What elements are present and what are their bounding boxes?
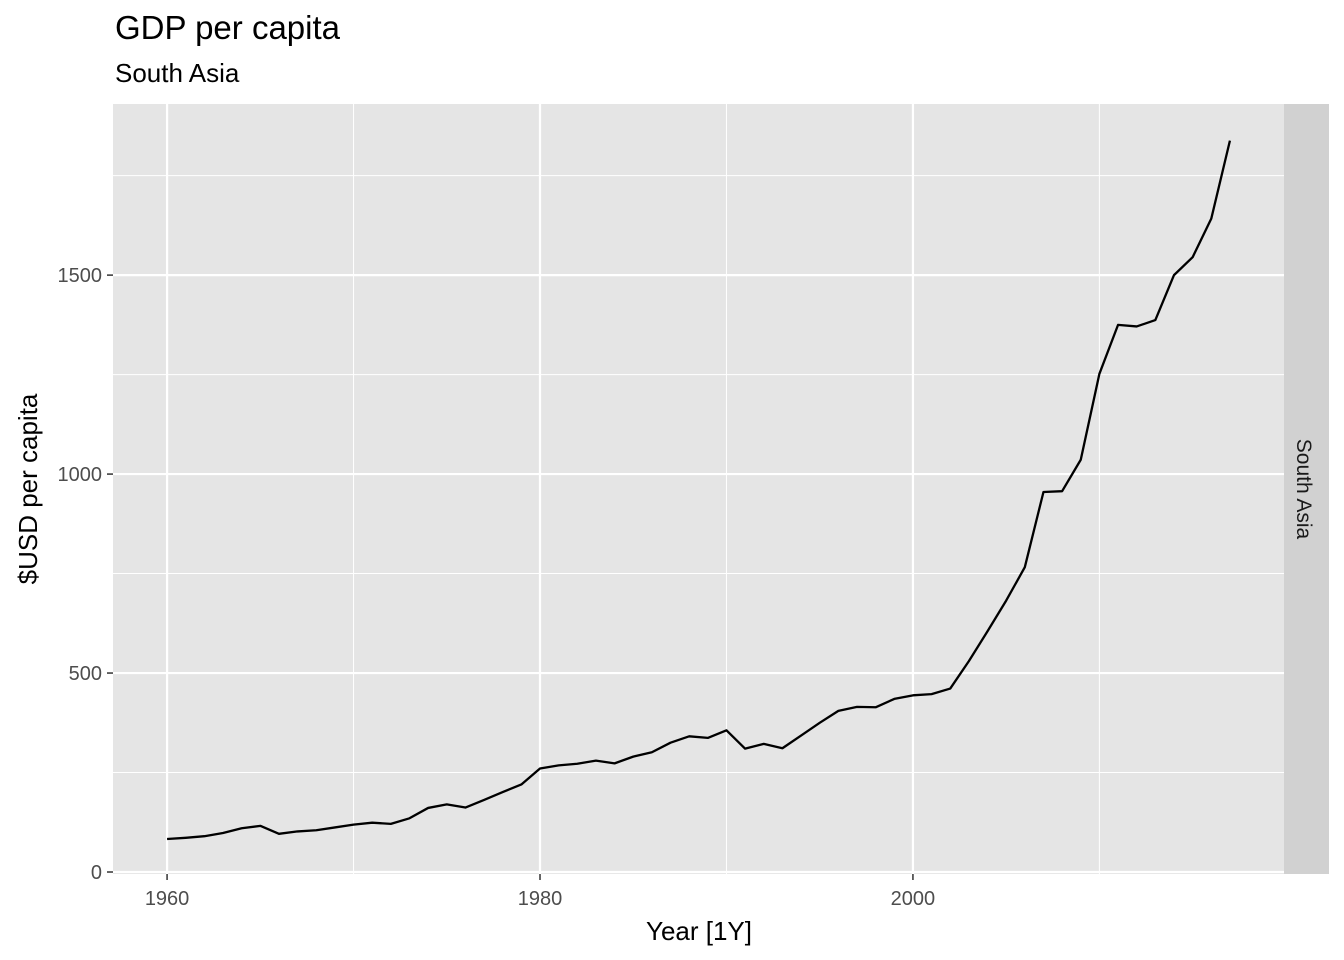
x-axis: 1960 1980 2000 [145,874,935,910]
x-tick-label: 2000 [891,888,936,910]
x-tick-label: 1960 [145,888,190,910]
major-gridlines [113,104,1284,874]
series-layer [166,140,1232,841]
series-line [166,140,1232,841]
y-tick-label: 500 [69,663,102,685]
y-tick-label: 1500 [58,265,103,287]
y-axis-title: $USD per capita [13,393,43,584]
y-tick-label: 0 [91,862,102,884]
facet-strip [1284,104,1329,874]
chart-subtitle: South Asia [115,58,240,88]
x-axis-title: Year [1Y] [646,916,752,946]
facet-strip-label: South Asia [1292,439,1315,540]
x-tick-label: 1980 [518,888,563,910]
y-axis: 0 500 1000 1500 [58,265,113,884]
chart-title: GDP per capita [115,9,341,46]
minor-gridlines [113,104,1284,874]
y-tick-label: 1000 [58,464,103,486]
plot-panel [113,104,1284,874]
